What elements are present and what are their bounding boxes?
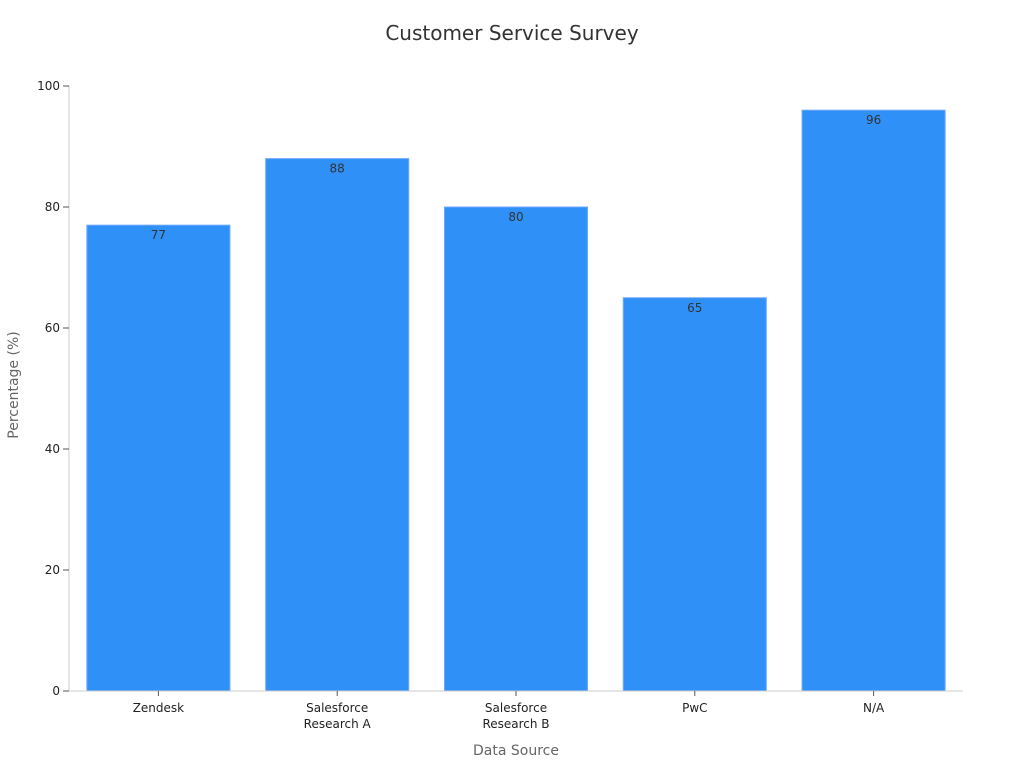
bar-value-label: 96 bbox=[866, 113, 881, 127]
bars: 77 88 80 65 96 bbox=[86, 109, 946, 692]
x-axis: Zendesk Salesforce Research A Salesforce Res… bbox=[69, 690, 963, 731]
bar[interactable] bbox=[265, 158, 410, 692]
bar-value-label: 88 bbox=[330, 162, 345, 176]
y-tick-label: 60 bbox=[45, 321, 60, 335]
chart-title: Customer Service Survey bbox=[385, 21, 639, 45]
bar-value-label: 77 bbox=[151, 228, 166, 242]
x-tick-label: Salesforce Research A bbox=[304, 701, 372, 731]
bar-value-label: 80 bbox=[508, 210, 523, 224]
bar[interactable] bbox=[801, 109, 946, 692]
x-tick-label: N/A bbox=[863, 701, 885, 715]
y-axis-title: Percentage (%) bbox=[6, 331, 22, 438]
bar-value-label: 65 bbox=[687, 301, 702, 315]
y-tick-label: 20 bbox=[45, 563, 60, 577]
bar[interactable] bbox=[443, 206, 589, 692]
x-tick-label: PwC bbox=[682, 701, 707, 715]
y-tick-label: 80 bbox=[45, 200, 60, 214]
y-axis: 0 20 40 60 80 100 bbox=[37, 79, 70, 698]
x-axis-title: Data Source bbox=[473, 743, 559, 759]
bar[interactable] bbox=[622, 297, 767, 692]
x-tick-label: Salesforce Research B bbox=[482, 701, 549, 731]
y-tick-label: 0 bbox=[52, 684, 60, 698]
y-tick-label: 100 bbox=[37, 79, 60, 93]
y-tick-label: 40 bbox=[45, 442, 60, 456]
bar[interactable] bbox=[86, 224, 231, 692]
x-tick-label: Zendesk bbox=[133, 701, 184, 715]
